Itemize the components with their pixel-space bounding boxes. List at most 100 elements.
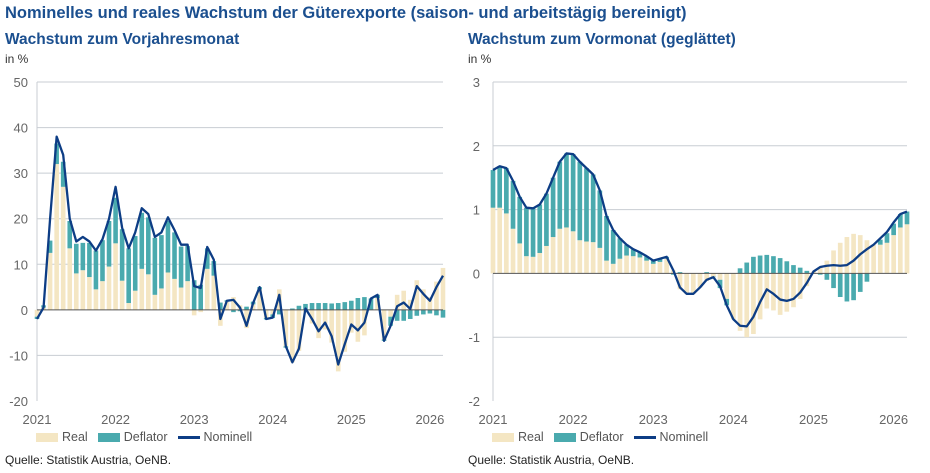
bar-deflator <box>165 220 171 273</box>
bar-deflator <box>564 153 569 228</box>
bar-real <box>34 309 40 317</box>
x-tick-label: 2026 <box>879 412 908 427</box>
bar-deflator <box>178 246 184 288</box>
bar-deflator <box>777 258 783 274</box>
right-source: Quelle: Statistik Austria, OeNB. <box>468 453 635 467</box>
bar-real <box>165 272 171 310</box>
bar-real <box>891 235 896 274</box>
y-tick-label: 20 <box>14 212 28 227</box>
bar-real <box>375 298 380 310</box>
bar-deflator <box>864 273 870 282</box>
bar-deflator <box>132 236 138 291</box>
bar-real <box>904 224 910 274</box>
bar-deflator <box>837 273 843 298</box>
bar-deflator <box>504 168 509 214</box>
bar-deflator <box>309 303 315 310</box>
bar-real <box>421 289 426 310</box>
bar-deflator <box>517 196 523 244</box>
bar-real <box>684 273 689 294</box>
bar-deflator <box>185 246 190 282</box>
bar-deflator <box>87 242 92 278</box>
bar-real <box>844 237 850 274</box>
bar-deflator <box>791 265 796 274</box>
bar-real <box>690 273 696 294</box>
bar-real <box>172 278 177 310</box>
bar-real <box>717 273 723 280</box>
bar-deflator <box>857 273 863 292</box>
bar-real <box>537 252 543 274</box>
bar-real <box>851 233 856 274</box>
bar-real <box>434 281 439 310</box>
bar-deflator <box>329 303 334 310</box>
bar-deflator <box>897 214 903 228</box>
bar-real <box>510 228 516 274</box>
legend-deflator: Deflator <box>553 430 624 444</box>
bar-deflator <box>490 170 496 208</box>
bar-deflator <box>797 267 803 274</box>
bar-deflator <box>316 303 321 310</box>
y-tick-label: 3 <box>473 75 480 90</box>
main-title: Nominelles und reales Wachstum der Güter… <box>5 4 687 22</box>
bar-deflator <box>771 256 776 274</box>
bar-deflator <box>231 309 236 313</box>
bar-real <box>630 256 636 274</box>
x-tick-label: 2021 <box>479 412 508 427</box>
bar-deflator <box>644 256 649 261</box>
bar-real <box>394 294 400 310</box>
bar-real <box>797 273 803 299</box>
bar-real <box>224 301 230 310</box>
bar-deflator <box>617 238 623 259</box>
bar-deflator <box>100 240 105 282</box>
bar-deflator <box>557 161 563 229</box>
bar-real <box>497 207 503 274</box>
bar-deflator <box>290 308 295 310</box>
bar-deflator <box>126 248 131 304</box>
bar-real <box>414 280 420 310</box>
bar-real <box>100 281 105 310</box>
bar-deflator <box>904 211 910 225</box>
bar-real <box>270 309 276 315</box>
bar-real <box>198 309 204 313</box>
bar-real <box>54 164 59 310</box>
x-tick-label: 2023 <box>639 412 668 427</box>
bar-deflator <box>817 273 823 275</box>
bar-deflator <box>537 204 543 253</box>
left-source: Quelle: Statistik Austria, OeNB. <box>5 453 172 467</box>
bar-deflator <box>630 249 636 257</box>
bar-deflator <box>119 229 125 281</box>
y-tick-label: -20 <box>9 394 28 409</box>
x-tick-label: 2022 <box>101 412 130 427</box>
bar-deflator <box>198 284 204 310</box>
bar-real <box>544 245 549 274</box>
bar-real <box>577 240 583 274</box>
bar-deflator <box>146 217 151 275</box>
x-tick-label: 2021 <box>23 412 52 427</box>
bar-deflator <box>624 244 629 256</box>
bar-real <box>427 297 433 310</box>
bar-deflator <box>296 305 302 310</box>
bar-deflator <box>303 303 308 310</box>
bar-real <box>897 227 903 274</box>
bar-deflator <box>637 252 643 258</box>
bar-real <box>73 273 79 310</box>
bar-deflator <box>544 193 549 246</box>
bar-real <box>152 294 158 310</box>
bar-real <box>650 263 656 274</box>
bar-real <box>724 273 730 299</box>
bar-real <box>490 207 496 274</box>
bar-real <box>159 288 164 310</box>
y-tick-label: -10 <box>9 348 28 363</box>
bar-deflator <box>355 298 361 310</box>
bar-real <box>296 309 302 351</box>
x-tick-label: 2025 <box>799 412 828 427</box>
bar-deflator <box>550 177 556 238</box>
bar-deflator <box>218 302 223 310</box>
bar-deflator <box>401 309 407 321</box>
bar-real <box>751 273 756 335</box>
bar-real <box>864 240 870 274</box>
bar-real <box>290 309 295 363</box>
legend-real: Real <box>36 430 88 444</box>
y-tick-label: 50 <box>14 75 28 90</box>
bar-deflator <box>670 273 676 275</box>
